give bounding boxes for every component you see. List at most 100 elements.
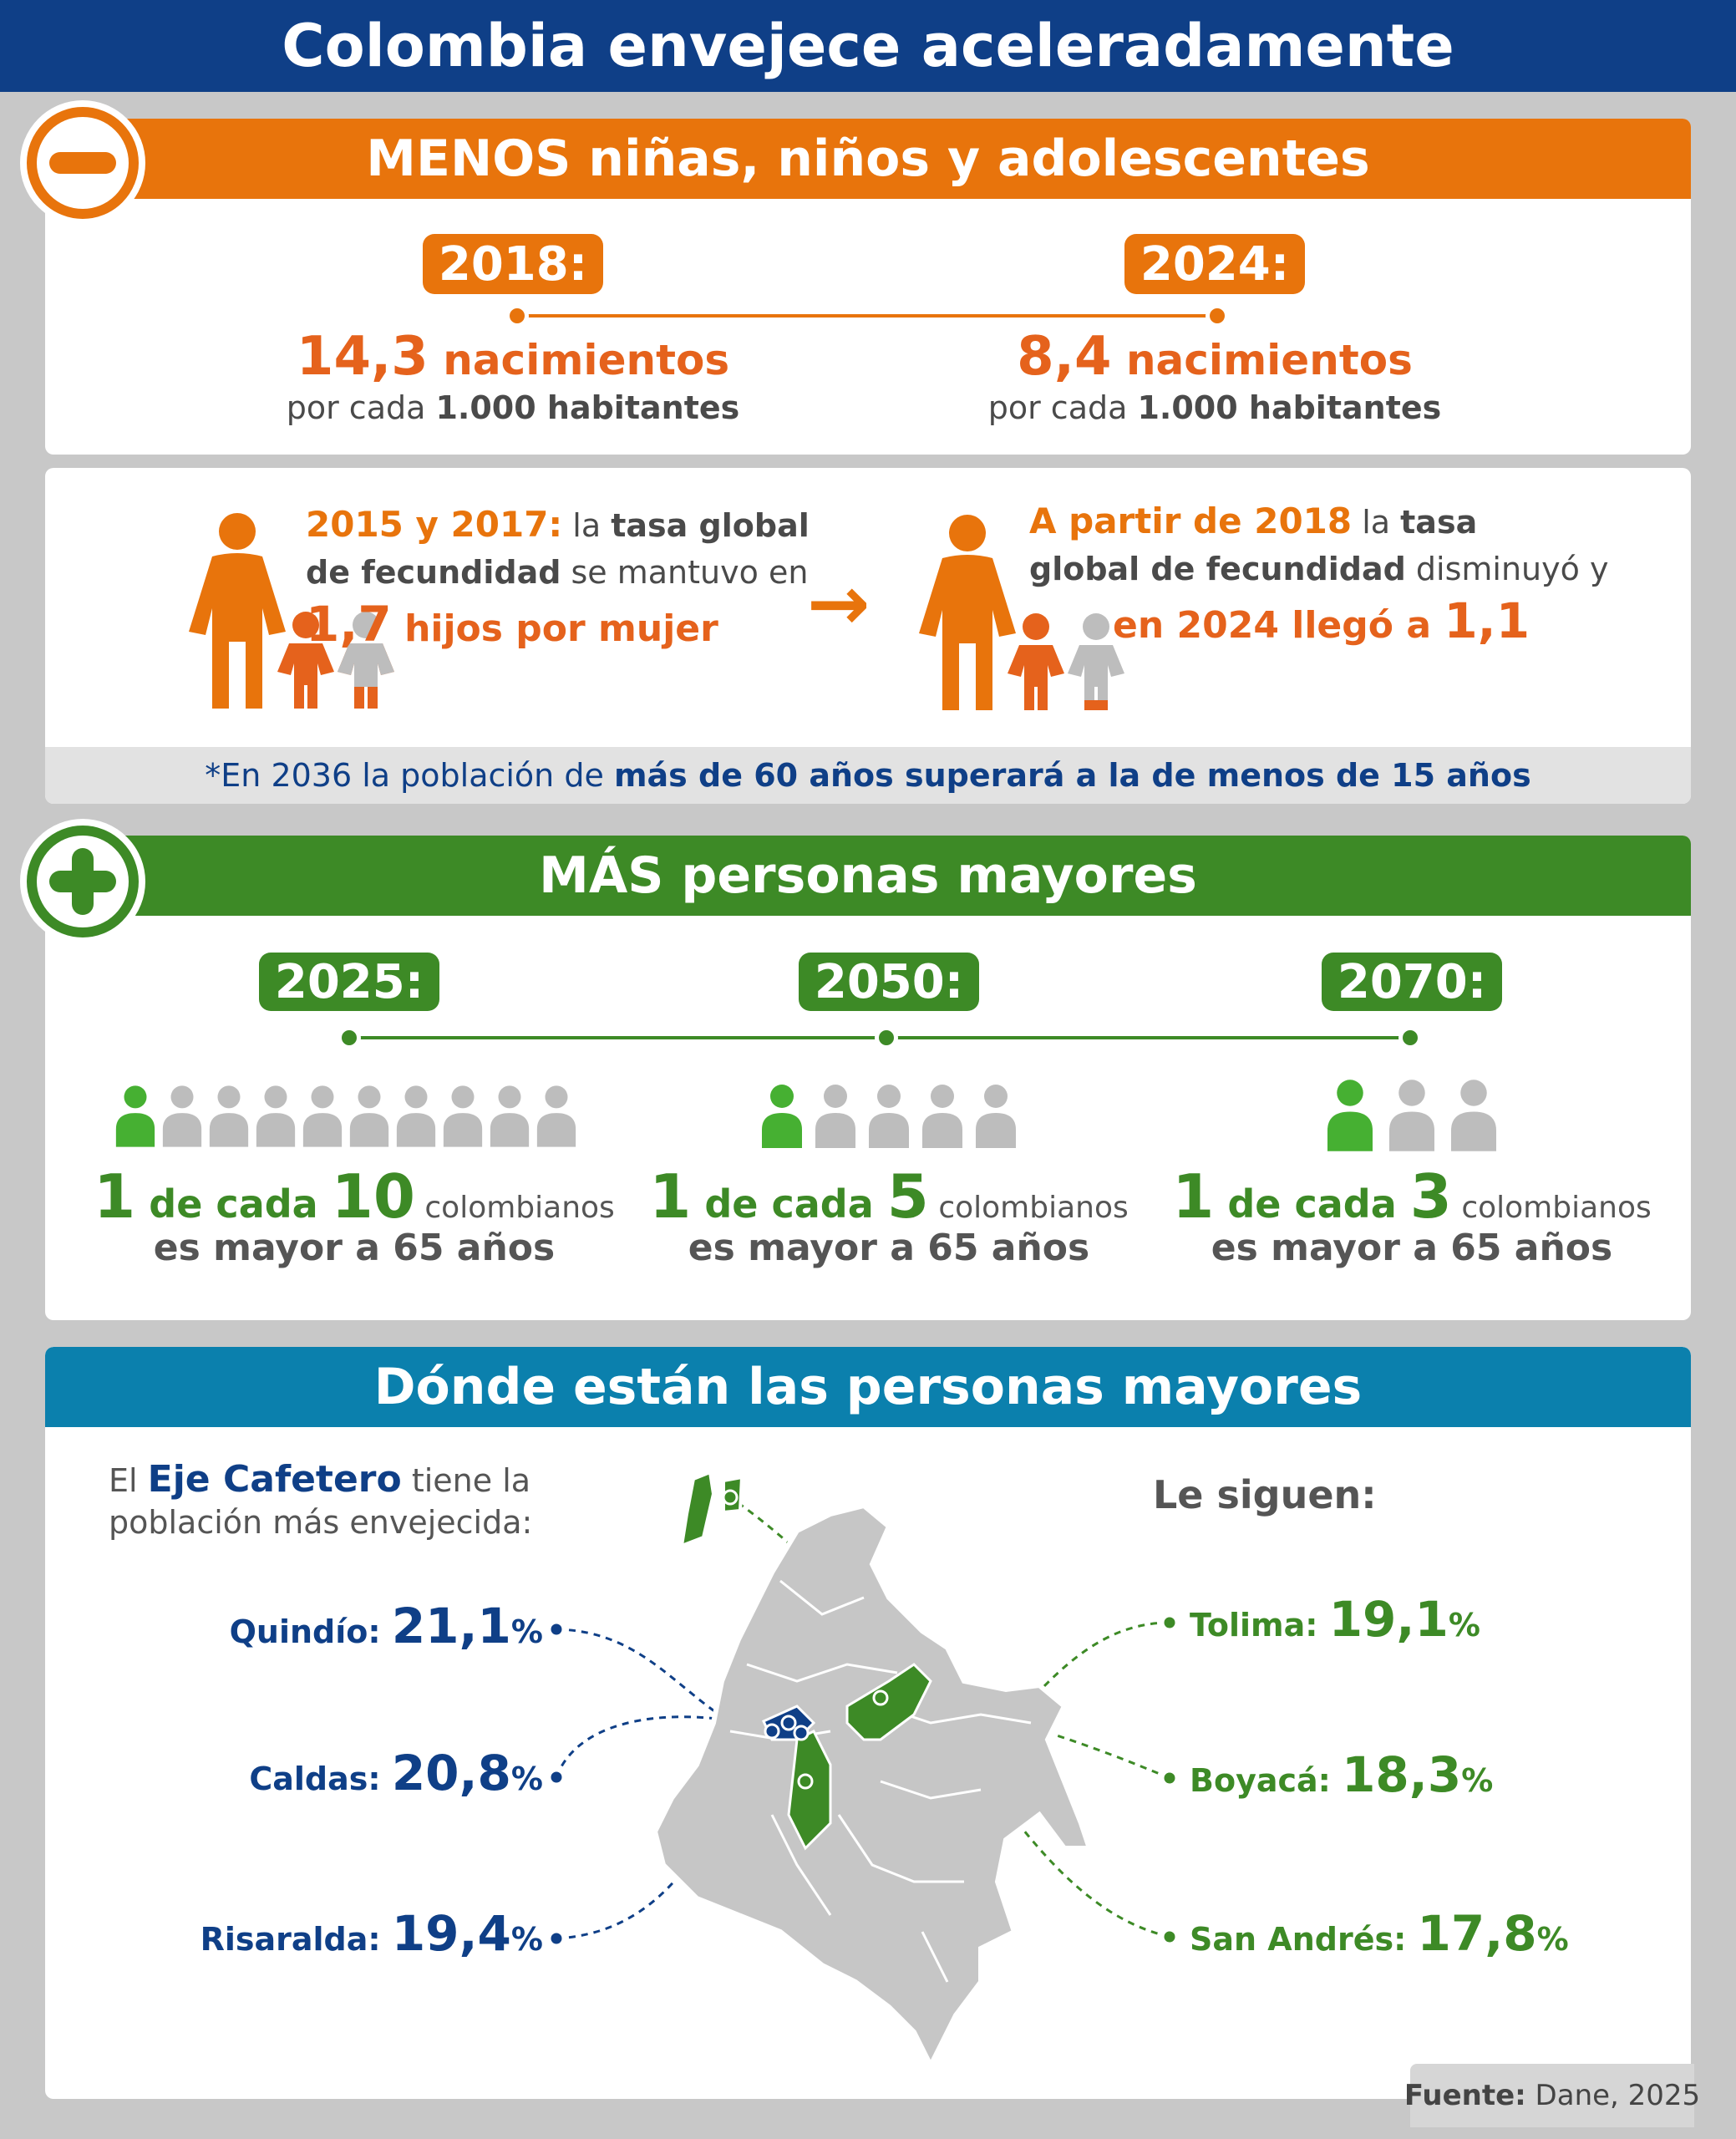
births-2024-sub-b: 1.000 habitantes [1137,389,1442,426]
colombia-map [548,1470,1178,2071]
le-siguen: Le siguen: [1153,1472,1377,1517]
fl-l3-rest: hijos por mujer [391,607,718,650]
family-icon-left [189,513,394,709]
label-boyaca: Boyacá: 18,3% [1190,1746,1493,1803]
stat-2050-line2: es mayor a 65 años [688,1227,1090,1269]
quindio-name: Quindío: [229,1613,392,1650]
tolima-pct: % [1448,1607,1480,1644]
fl-l2-b: se mantuvo en [561,554,809,591]
stat-2025-mid: de cada [135,1181,332,1227]
person-icon [162,1085,202,1147]
fecundidad-left-text: 2015 y 2017: la tasa global de fecundida… [306,501,874,653]
risaralda-pct: % [510,1921,543,1958]
risaralda-name: Risaralda: [200,1921,392,1958]
tolima-name: Tolima: [1190,1607,1329,1644]
timeline-dot-2070 [1398,1026,1422,1049]
page-title: Colombia envejece aceleradamente [282,12,1454,80]
san-andres-pct: % [1536,1921,1569,1958]
fecundidad-card: 2015 y 2017: la tasa global de fecundida… [45,468,1691,804]
person-icon-highlighted [762,1085,802,1148]
caldas-pct: % [510,1760,543,1797]
arrow-icon: → [807,560,871,648]
plus-icon [37,836,129,927]
quindio-value: 21,1 [391,1598,511,1654]
person-icon-highlighted [115,1085,155,1147]
person-icon [536,1085,576,1147]
fr-l3-num: 1,1 [1444,592,1530,649]
fr-l1-a: A partir de 2018 [1029,500,1353,541]
year-pill-2050: 2050: [799,953,979,1011]
caldas-value: 20,8 [391,1745,511,1801]
label-san-andres: San Andrés: 17,8% [1190,1905,1569,1962]
mas-header-bold: MÁS [539,846,664,905]
fl-l1-a: 2015 y 2017: [306,504,563,545]
mas-header: MÁS personas mayores [45,836,1691,916]
person-icon [869,1085,909,1148]
fr-l2-b: disminuyó y [1405,551,1609,587]
year-pill-2018: 2018: [423,234,603,294]
births-2018: 14,3 nacimientos por cada 1.000 habitant… [221,326,805,426]
stat-2025-tail: colombianos [414,1191,615,1225]
person-icon [976,1085,1016,1148]
stat-2070-tail: colombianos [1451,1191,1652,1225]
intro-a: El [109,1462,148,1499]
mas-card: MÁS personas mayores 2025: 2050: 2070: 1… [45,836,1691,1320]
person-icon [209,1085,249,1147]
year-pill-2025: 2025: [259,953,439,1011]
person-icon [815,1085,855,1148]
donde-intro: El Eje Cafetero tiene la población más e… [109,1459,532,1543]
year-pill-2070: 2070: [1322,953,1502,1011]
intro-d: población más envejecida: [109,1504,533,1541]
quindio-pct: % [510,1613,543,1650]
person-icon-highlighted [1327,1080,1373,1151]
stat-2070-mid: de cada [1214,1181,1410,1227]
births-2024: 8,4 nacimientos por cada 1.000 habitante… [922,326,1507,426]
menos-header-bold: MENOS [366,130,571,188]
label-tolima: Tolima: 19,1% [1190,1591,1480,1648]
risaralda-value: 19,4 [391,1905,511,1962]
timeline-dot-2024 [1206,304,1229,328]
timeline-dot-2018 [505,304,529,328]
person-icon [490,1085,530,1147]
title-bar: Colombia envejece aceleradamente [0,0,1736,92]
intro-c: tiene la [401,1462,531,1499]
stat-2070-n1: 1 [1172,1161,1215,1232]
births-2024-unit: nacimientos [1111,336,1413,384]
births-2018-sub-a: por cada [286,389,436,426]
stat-2025-n2: 10 [331,1161,415,1232]
stat-2025-line2: es mayor a 65 años [153,1227,556,1269]
fl-l3-num: 1,7 [306,596,392,653]
donde-card: Dónde están las personas mayores El Eje … [45,1347,1691,2099]
stat-2070-n2: 3 [1409,1161,1452,1232]
people-row-2070 [1178,1078,1646,1153]
births-2024-sub-a: por cada [987,389,1138,426]
source-label: Fuente: [1404,2079,1526,2112]
minus-icon [37,117,129,209]
label-risaralda: Risaralda: 19,4% [45,1905,543,1962]
donde-header: Dónde están las personas mayores [45,1347,1691,1427]
stat-2050-n1: 1 [649,1161,692,1232]
menos-header: MENOS niñas, niños y adolescentes [45,119,1691,199]
person-icon [256,1085,296,1147]
person-icon [349,1085,389,1147]
person-icon [922,1085,962,1148]
tolima-value: 19,1 [1328,1591,1449,1648]
births-2018-unit: nacimientos [428,336,730,384]
fr-l3-a: en 2024 llegó a [1113,604,1444,647]
boyaca-value: 18,3 [1342,1746,1462,1803]
fr-l1-b: la [1352,504,1401,541]
menos-timeline [517,314,1217,318]
stat-2025: 1 de cada 10 colombianos es mayor a 65 a… [79,1161,630,1269]
label-caldas: Caldas: 20,8% [45,1745,543,1801]
minus-badge [20,100,145,226]
menos-card: MENOS niñas, niños y adolescentes 2018: … [45,119,1691,455]
plus-badge [20,819,145,944]
stat-2070: 1 de cada 3 colombianos es mayor a 65 añ… [1136,1161,1688,1269]
timeline-dot-2050 [875,1026,898,1049]
person-icon [1451,1080,1496,1151]
fl-l2-a: de fecundidad [306,554,561,591]
label-quindio: Quindío: 21,1% [45,1598,543,1654]
fl-l1-b: la [562,507,612,544]
fr-l1-c: tasa [1400,504,1478,541]
births-2018-number: 14,3 [296,326,429,388]
